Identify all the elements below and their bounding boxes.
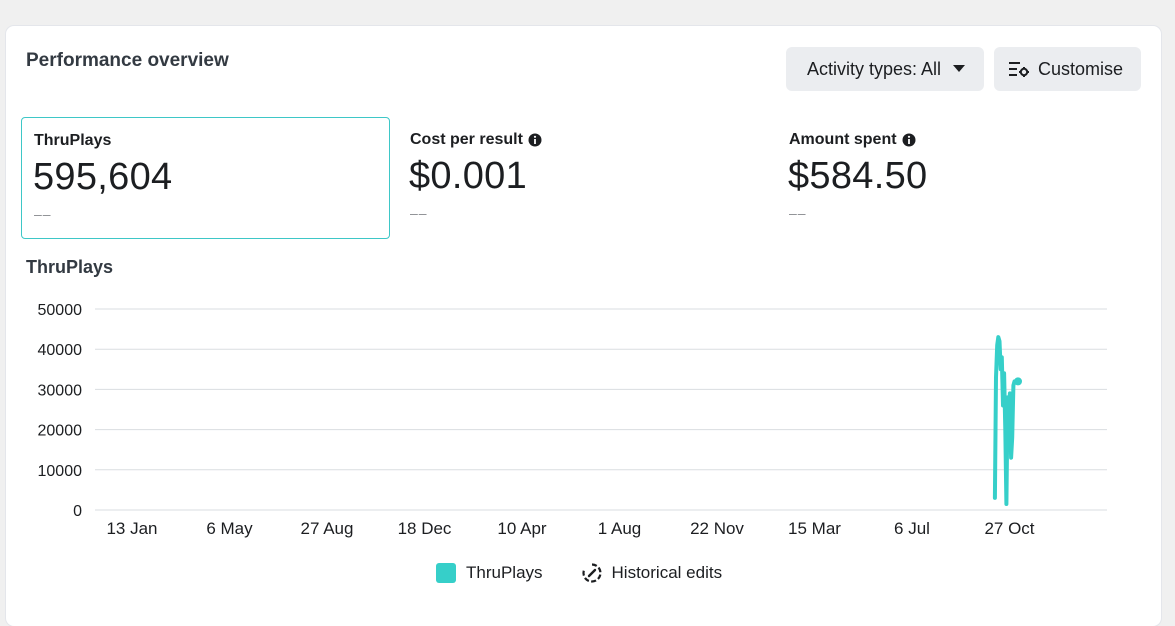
x-tick-label: 10 Apr: [497, 519, 546, 538]
data-point: [1011, 383, 1015, 387]
customise-button[interactable]: Customise: [994, 47, 1141, 91]
legend-item-thruplays[interactable]: ThruPlays: [436, 563, 543, 583]
data-point: [1002, 371, 1006, 375]
metric-comparison: ––: [34, 206, 52, 222]
data-point: [1001, 403, 1005, 407]
metric-label: Amount spent: [789, 131, 897, 148]
y-tick-label: 40000: [38, 342, 83, 359]
customise-settings-icon: [1009, 61, 1029, 77]
y-tick-label: 30000: [38, 382, 83, 399]
chart-title: ThruPlays: [26, 257, 114, 277]
page-title: Performance overview: [26, 50, 229, 71]
y-tick-label: 50000: [38, 302, 83, 319]
x-tick-label: 15 Mar: [788, 519, 841, 538]
metric-amount-label-row: Amount spent: [789, 131, 916, 149]
data-point: [994, 375, 998, 379]
y-tick-label: 0: [73, 503, 82, 520]
metric-amount-spent[interactable]: Amount spent $584.50 ––: [777, 117, 1146, 239]
y-tick-label: 20000: [38, 423, 83, 440]
metric-thruplays-label-row: ThruPlays: [34, 132, 111, 150]
legend-item-historical-edits[interactable]: Historical edits: [581, 562, 723, 584]
data-point: [1000, 355, 1004, 359]
caret-down-icon: [953, 65, 966, 73]
x-tick-label: 1 Aug: [598, 519, 642, 538]
metric-comparison: ––: [789, 205, 807, 221]
chart-legend: ThruPlays Historical edits: [436, 562, 760, 584]
data-point: [998, 339, 1001, 343]
data-point: [1004, 502, 1008, 506]
y-tick-label: 10000: [38, 463, 83, 480]
data-point: [1003, 428, 1007, 432]
metric-value: $0.001: [409, 155, 528, 197]
x-tick-label: 22 Nov: [690, 519, 744, 538]
historical-edits-icon: [581, 562, 603, 584]
activity-types-dropdown[interactable]: Activity types: All: [786, 47, 984, 91]
data-point: [1008, 391, 1012, 395]
info-icon[interactable]: [902, 133, 916, 147]
legend-label: ThruPlays: [466, 563, 543, 582]
customise-label: Customise: [1038, 58, 1124, 79]
x-tick-label: 13 Jan: [106, 519, 157, 538]
series-line-thruplays: [992, 335, 1020, 506]
metric-label: Cost per result: [410, 131, 523, 148]
metric-thruplays[interactable]: ThruPlays 595,604 ––: [21, 117, 390, 239]
metric-cost-per-result[interactable]: Cost per result $0.001 ––: [398, 117, 767, 239]
info-icon[interactable]: [528, 133, 542, 147]
data-point: [999, 367, 1003, 371]
x-tick-label: 27 Oct: [984, 519, 1034, 538]
metric-value: 595,604: [33, 156, 173, 198]
data-point: [1006, 395, 1010, 399]
data-point: [996, 335, 1000, 339]
x-tick-label: 6 Jul: [894, 519, 930, 538]
activity-types-label: Activity types: All: [807, 58, 942, 79]
metric-value: $584.50: [788, 155, 928, 197]
x-tick-label: 18 Dec: [398, 519, 452, 538]
data-point: [993, 496, 997, 500]
thruplays-line-chart: 0 10000 20000 30000 40000 50000 13 Jan 6 May 27 …: [38, 302, 1107, 538]
x-tick-label: 27 Aug: [301, 519, 354, 538]
metric-label: ThruPlays: [34, 132, 112, 149]
data-point: [995, 343, 999, 347]
legend-swatch: [436, 563, 456, 583]
data-point: [1010, 436, 1014, 440]
x-tick-label: 6 May: [206, 519, 253, 538]
metric-comparison: ––: [410, 205, 428, 221]
last-data-point: [1014, 377, 1022, 386]
legend-label: Historical edits: [611, 563, 723, 582]
data-point: [1009, 456, 1013, 460]
metric-cost-label-row: Cost per result: [410, 131, 542, 149]
data-point: [1007, 412, 1011, 416]
performance-overview-card: Performance overview Activity types: All…: [6, 26, 1161, 626]
